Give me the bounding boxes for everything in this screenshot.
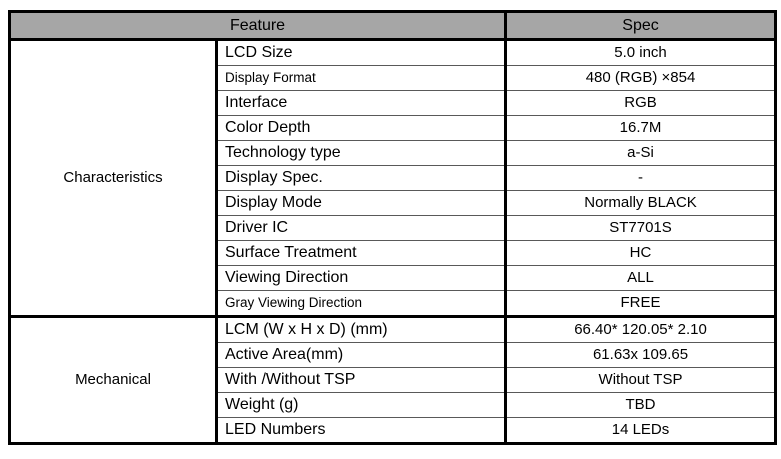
spec-cell: ALL [505,265,776,291]
section-label-characteristics: Characteristics [9,39,218,317]
spec-cell: TBD [505,392,776,418]
table-row: Display Mode Normally BLACK [10,190,776,216]
spec-cell: Without TSP [505,367,776,393]
table-row: Gray Viewing Direction FREE [10,290,776,317]
table-row: Weight (g) TBD [10,392,776,418]
feature-cell: Viewing Direction [216,265,508,291]
table-row: With /Without TSP Without TSP [10,367,776,393]
feature-cell: Surface Treatment [216,240,508,266]
feature-cell: Color Depth [216,115,508,141]
feature-cell: Display Spec. [216,165,508,191]
spec-cell: 5.0 inch [505,39,776,66]
feature-cell: Display Format [216,65,508,91]
spec-cell: ST7701S [505,215,776,241]
table-row: LED Numbers 14 LEDs [10,417,776,444]
spec-cell: - [505,165,776,191]
feature-cell: Display Mode [216,190,508,216]
feature-cell: Active Area(mm) [216,342,508,368]
spec-cell: 14 LEDs [611,420,670,438]
table-row: Interface RGB [10,90,776,116]
spec-cell: 16.7M [505,115,776,141]
feature-cell: LCM (W x H x D) (mm) [216,315,508,343]
feature-cell: Weight (g) [216,392,508,418]
spec-cell: 480 (RGB) ×854 [505,65,776,91]
table-row: Viewing Direction ALL [10,265,776,291]
header-feature: Feature [9,11,508,41]
table-row: Driver IC ST7701S [10,215,776,241]
table-header: Feature Spec [9,11,776,41]
spec-cell: 66.40* 120.05* 2.10 [505,315,776,343]
feature-cell: Interface [216,90,508,116]
spec-cell: FREE [620,293,661,311]
table-row: Mechanical LCM (W x H x D) (mm) 66.40* 1… [9,315,776,444]
section-label-mechanical: Mechanical [9,315,218,444]
header-spec: Spec [505,11,776,41]
table-row: Surface Treatment HC [10,240,776,266]
table-row: Display Spec. - [10,165,776,191]
feature-cell: LED Numbers [216,417,508,444]
table-row: Color Depth 16.7M [10,115,776,141]
spec-cell: a-Si [505,140,776,166]
table-row: Active Area(mm) 61.63x 109.65 [10,342,776,368]
feature-cell: With /Without TSP [216,367,508,393]
section-mechanical: Mechanical LCM (W x H x D) (mm) 66.40* 1… [9,315,776,444]
spec-cell: RGB [505,90,776,116]
feature-cell: Technology type [216,140,508,166]
spec-cell: HC [505,240,776,266]
table-row: Characteristics LCD Size 5.0 inch [9,39,776,317]
feature-cell: LCD Size [216,39,508,66]
section-characteristics: Characteristics LCD Size 5.0 inch Displa… [9,39,776,317]
table-row: Display Format 480 (RGB) ×854 [10,65,776,91]
feature-cell: Gray Viewing Direction [216,290,508,317]
feature-cell: Driver IC [216,215,508,241]
spec-cell: Normally BLACK [505,190,776,216]
spec-table: Feature Spec Characteristics LCD Size 5.… [8,10,778,445]
table-row: Technology type a-Si [10,140,776,166]
spec-cell: 61.63x 109.65 [505,342,776,368]
